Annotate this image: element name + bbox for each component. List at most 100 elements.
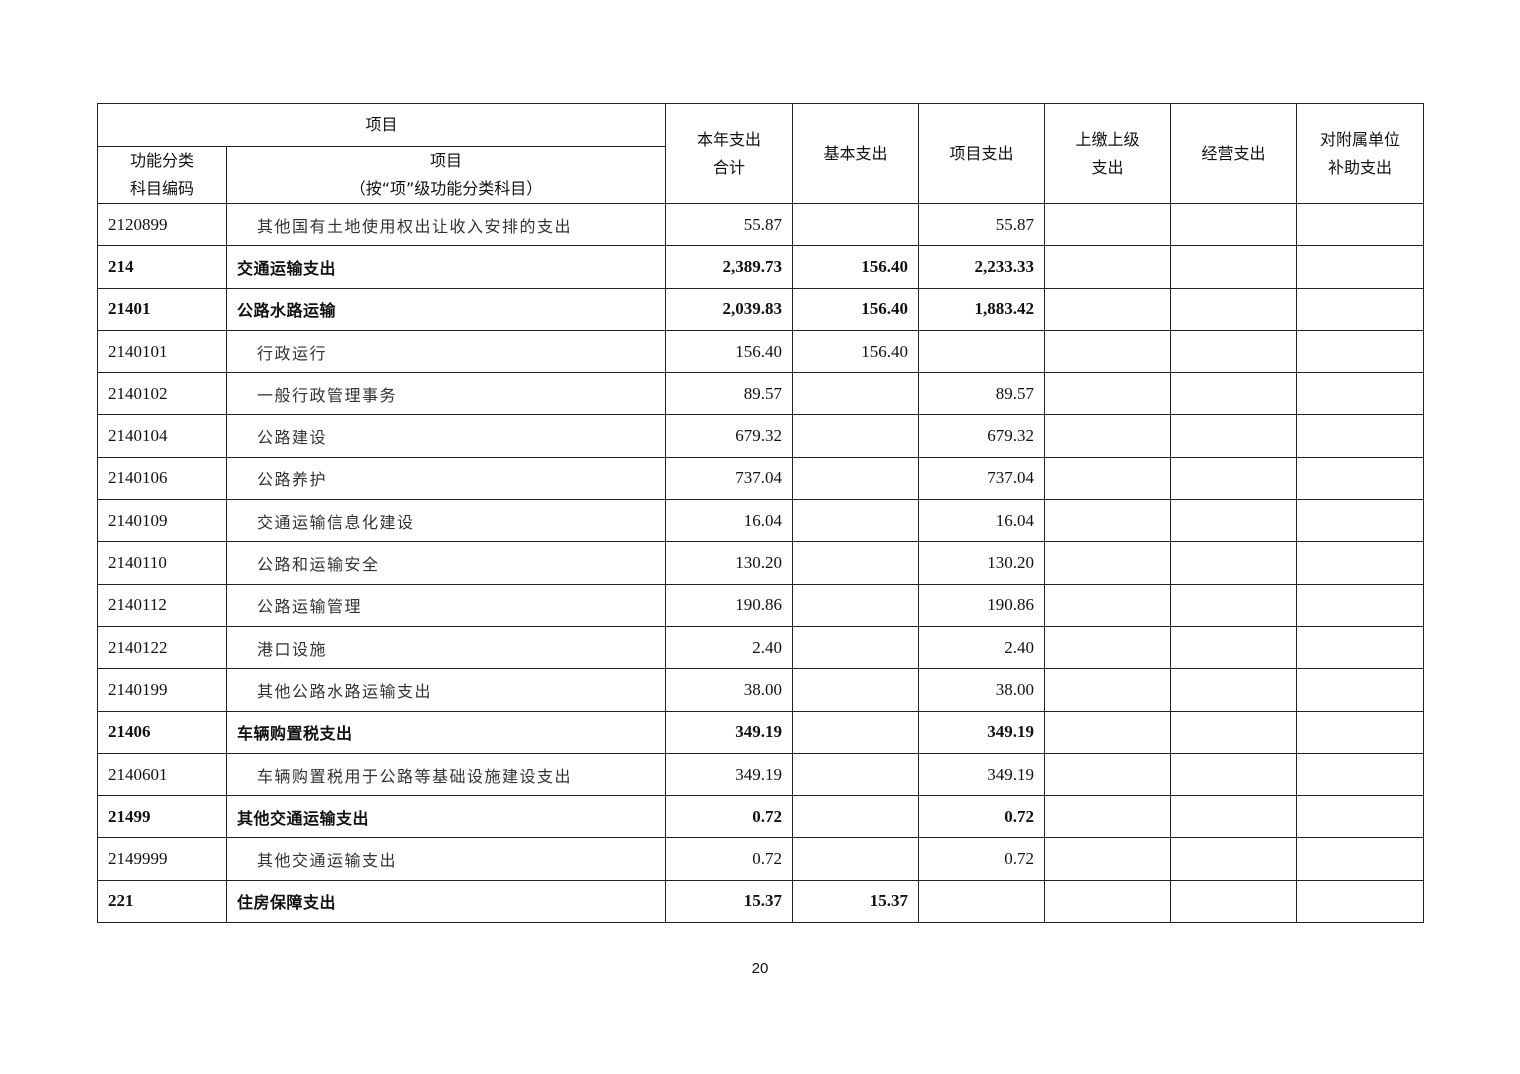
cell-upper	[1044, 795, 1172, 839]
table-row: 214 交通运输支出 2,389.73 156.40 2,233.33	[97, 245, 1425, 289]
cell-basic	[792, 583, 920, 627]
cell-upper	[1044, 583, 1172, 627]
cell-code: 21499	[97, 795, 227, 839]
cell-subsidy	[1296, 752, 1425, 797]
header-upper: 上缴上级 支出	[1044, 103, 1172, 204]
cell-upper	[1044, 499, 1172, 543]
cell-code: 2140601	[97, 752, 227, 797]
table-row: 2140106 公路养护 737.04 737.04	[97, 456, 1425, 501]
cell-business	[1170, 795, 1298, 839]
cell-total: 38.00	[665, 668, 794, 712]
cell-code: 2120899	[97, 202, 227, 247]
cell-business	[1170, 372, 1298, 416]
cell-basic	[792, 795, 920, 839]
cell-code: 21401	[97, 287, 227, 331]
cell-basic: 156.40	[792, 329, 920, 374]
cell-upper	[1044, 245, 1172, 289]
cell-total: 190.86	[665, 583, 794, 627]
cell-project: 2.40	[918, 625, 1046, 670]
table-row: 21401 公路水路运输 2,039.83 156.40 1,883.42	[97, 287, 1425, 331]
table-row: 2140110 公路和运输安全 130.20 130.20	[97, 541, 1425, 585]
cell-upper	[1044, 752, 1172, 797]
cell-subsidy	[1296, 583, 1425, 627]
cell-basic	[792, 414, 920, 458]
cell-name: 车辆购置税用于公路等基础设施建设支出	[225, 752, 667, 797]
cell-name: 其他交通运输支出	[225, 795, 667, 839]
cell-code: 2140109	[97, 499, 227, 543]
table-row: 2140101 行政运行 156.40 156.40	[97, 329, 1425, 374]
cell-name: 交通运输支出	[225, 245, 667, 289]
cell-code: 2140112	[97, 583, 227, 627]
cell-total: 2,389.73	[665, 245, 794, 289]
cell-basic	[792, 837, 920, 881]
cell-project: 0.72	[918, 795, 1046, 839]
cell-total: 0.72	[665, 795, 794, 839]
cell-subsidy	[1296, 879, 1425, 924]
cell-basic	[792, 752, 920, 797]
cell-subsidy	[1296, 245, 1425, 289]
cell-subsidy	[1296, 329, 1425, 374]
cell-basic: 156.40	[792, 287, 920, 331]
table-row: 2140199 其他公路水路运输支出 38.00 38.00	[97, 668, 1425, 712]
cell-basic	[792, 456, 920, 501]
cell-basic	[792, 499, 920, 543]
cell-code: 214	[97, 245, 227, 289]
cell-basic	[792, 710, 920, 754]
cell-code: 21406	[97, 710, 227, 754]
cell-upper	[1044, 837, 1172, 881]
cell-upper	[1044, 668, 1172, 712]
cell-name: 公路和运输安全	[225, 541, 667, 585]
expenditure-table: 项目 本年支出 合计 基本支出 项目支出 上缴上级 支出 经营支出 对附属单位 补助支…	[96, 103, 1425, 924]
cell-upper	[1044, 329, 1172, 374]
cell-subsidy	[1296, 625, 1425, 670]
header-item-group: 项目	[96, 103, 667, 147]
cell-subsidy	[1296, 499, 1425, 543]
cell-total: 156.40	[665, 329, 794, 374]
cell-total: 2,039.83	[665, 287, 794, 331]
cell-code: 2140199	[97, 668, 227, 712]
cell-project: 130.20	[918, 541, 1046, 585]
header-basic: 基本支出	[792, 103, 920, 204]
cell-project: 55.87	[918, 202, 1046, 247]
cell-name: 其他交通运输支出	[225, 837, 667, 881]
cell-project: 190.86	[918, 583, 1046, 627]
cell-name: 其他公路水路运输支出	[225, 668, 667, 712]
cell-project: 0.72	[918, 837, 1046, 881]
cell-basic	[792, 372, 920, 416]
header-project: 项目支出	[918, 103, 1046, 204]
cell-total: 55.87	[665, 202, 794, 247]
cell-basic: 15.37	[792, 879, 920, 924]
page-number: 20	[751, 960, 769, 977]
table-row: 2140102 一般行政管理事务 89.57 89.57	[97, 372, 1425, 416]
cell-upper	[1044, 710, 1172, 754]
cell-subsidy	[1296, 287, 1425, 331]
cell-total: 0.72	[665, 837, 794, 881]
cell-basic: 156.40	[792, 245, 920, 289]
cell-name: 住房保障支出	[225, 879, 667, 924]
cell-project: 349.19	[918, 752, 1046, 797]
cell-project: 16.04	[918, 499, 1046, 543]
cell-total: 89.57	[665, 372, 794, 416]
cell-project: 737.04	[918, 456, 1046, 501]
cell-business	[1170, 710, 1298, 754]
table-row: 2140601 车辆购置税用于公路等基础设施建设支出 349.19 349.19	[97, 752, 1425, 797]
cell-code: 2149999	[97, 837, 227, 881]
header-code: 功能分类 科目编码	[97, 146, 227, 204]
cell-upper	[1044, 372, 1172, 416]
cell-upper	[1044, 414, 1172, 458]
table-row: 21406 车辆购置税支出 349.19 349.19	[97, 710, 1425, 754]
cell-project	[918, 879, 1046, 924]
cell-name: 交通运输信息化建设	[225, 499, 667, 543]
cell-project: 89.57	[918, 372, 1046, 416]
cell-project: 349.19	[918, 710, 1046, 754]
cell-name: 公路水路运输	[225, 287, 667, 331]
cell-code: 2140104	[97, 414, 227, 458]
cell-subsidy	[1296, 541, 1425, 585]
cell-business	[1170, 541, 1298, 585]
cell-total: 737.04	[665, 456, 794, 501]
cell-business	[1170, 583, 1298, 627]
cell-name: 其他国有土地使用权出让收入安排的支出	[225, 202, 667, 247]
cell-basic	[792, 625, 920, 670]
cell-business	[1170, 837, 1298, 881]
cell-business	[1170, 499, 1298, 543]
